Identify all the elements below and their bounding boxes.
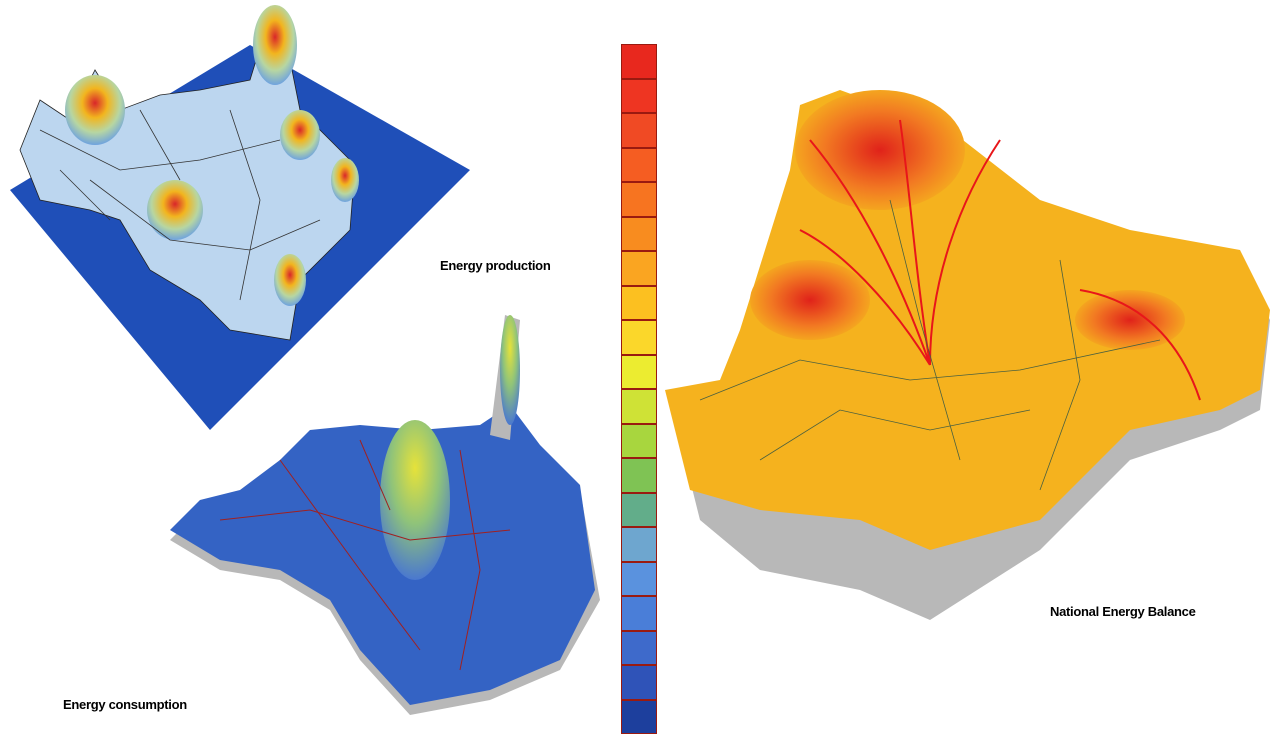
legend-swatch xyxy=(621,182,657,217)
legend-swatch xyxy=(621,251,657,286)
national-energy-balance-map xyxy=(660,80,1277,640)
legend-swatch xyxy=(621,320,657,355)
energy-consumption-surface xyxy=(170,315,600,715)
legend-swatch xyxy=(621,492,657,527)
energy-production-map xyxy=(0,0,480,440)
legend-swatch xyxy=(621,458,657,493)
color-scale-legend xyxy=(618,44,660,734)
legend-swatch xyxy=(621,423,657,458)
legend-swatch xyxy=(621,561,657,596)
legend-swatch xyxy=(621,630,657,665)
legend-swatch xyxy=(621,596,657,631)
legend-swatch xyxy=(621,285,657,320)
legend-swatch xyxy=(621,113,657,148)
energy-consumption-caption: Energy consumption xyxy=(63,697,187,712)
legend-swatch xyxy=(621,78,657,113)
energy-consumption-map xyxy=(160,310,610,735)
national-energy-balance-caption: National Energy Balance xyxy=(1050,604,1196,619)
legend-swatch xyxy=(621,216,657,251)
energy-production-caption: Energy production xyxy=(440,258,551,273)
legend-swatch xyxy=(621,147,657,182)
legend-swatch xyxy=(621,527,657,562)
legend-swatch xyxy=(621,699,657,734)
national-energy-balance-surface xyxy=(665,90,1270,620)
legend-swatch xyxy=(621,389,657,424)
legend-swatch xyxy=(621,354,657,389)
energy-production-surface xyxy=(10,5,470,430)
legend-swatch xyxy=(621,665,657,700)
legend-swatch xyxy=(621,44,657,79)
